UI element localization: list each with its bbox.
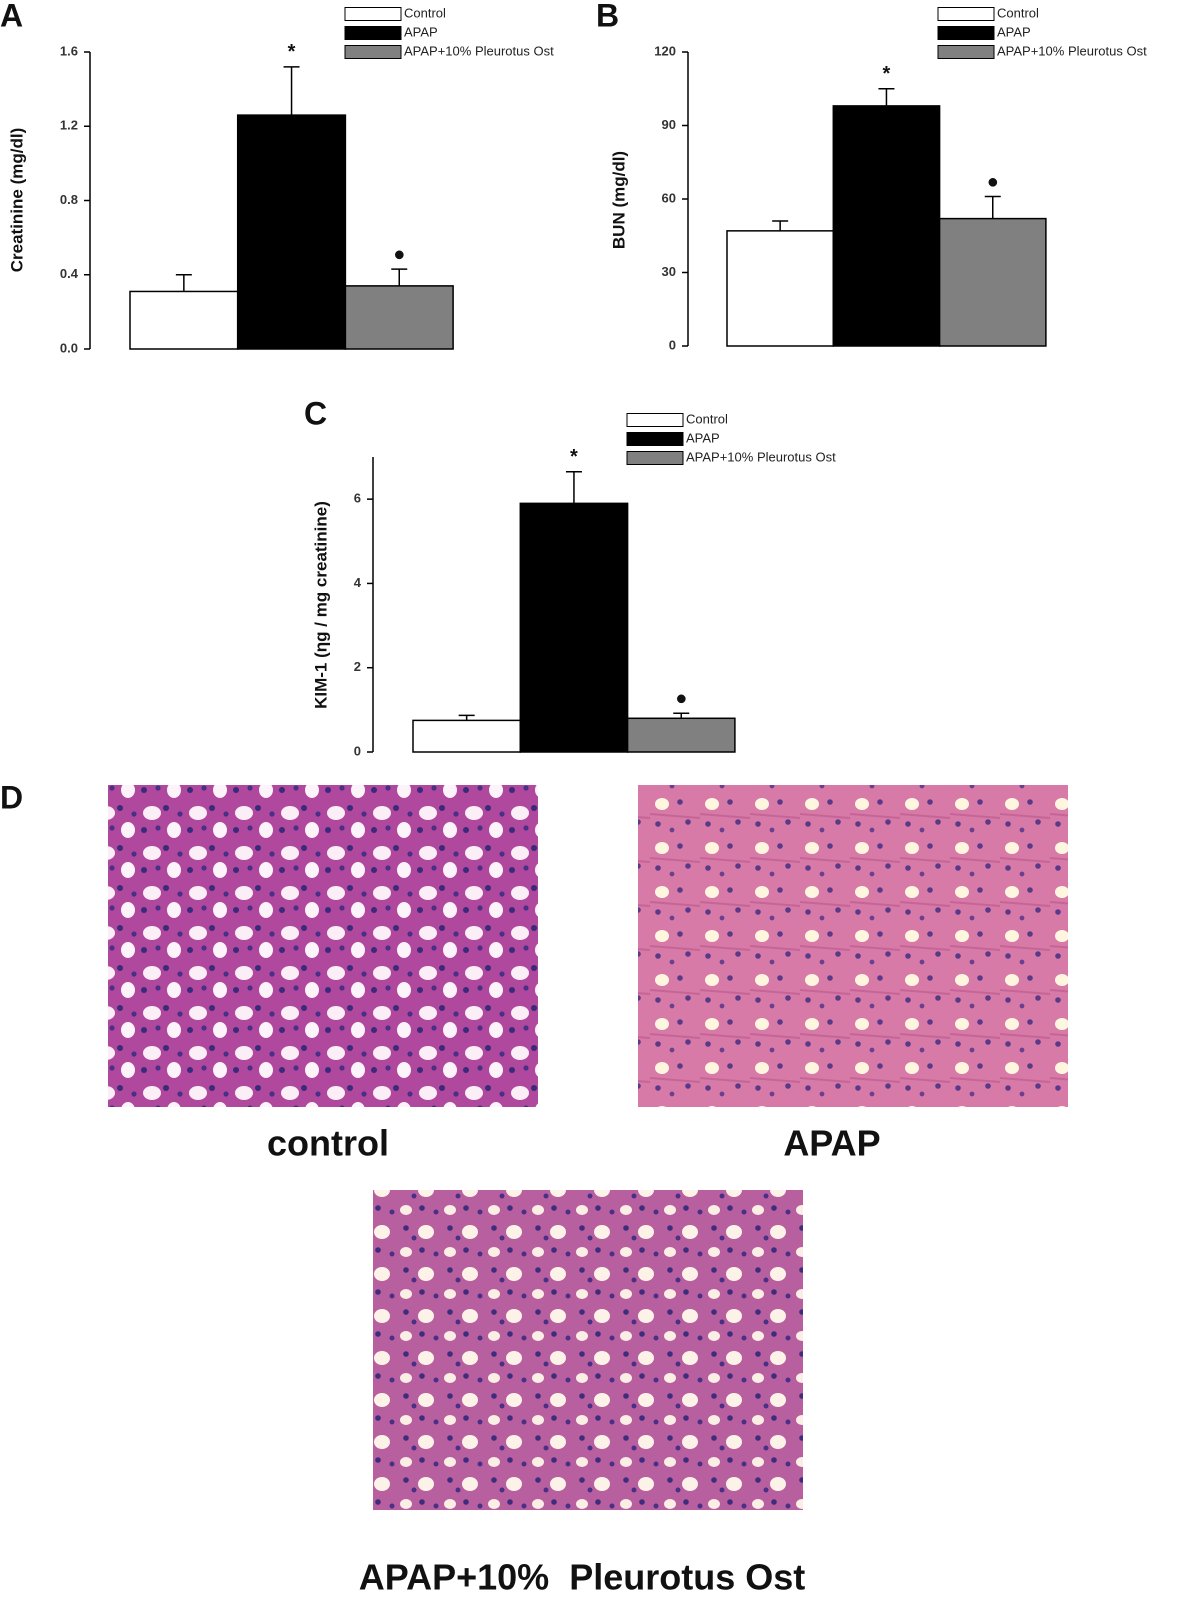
legend-label: Control — [686, 411, 728, 426]
legend-label: Control — [404, 5, 446, 20]
y-tick-label: 1.6 — [60, 43, 78, 58]
bar — [129, 290, 239, 350]
bar — [236, 114, 347, 350]
y-tick-label: 2 — [354, 659, 361, 674]
y-axis-title: KIM-1 (ηg / mg creatinine) — [311, 501, 330, 709]
error-bar — [673, 712, 690, 719]
bar — [938, 217, 1047, 347]
error-bar — [175, 274, 192, 292]
significance-marker: ● — [675, 688, 687, 710]
y-tick-label: 6 — [354, 491, 361, 506]
legend-label: APAP — [404, 24, 438, 39]
legend-swatch — [344, 26, 402, 40]
y-tick-label: 0.4 — [60, 266, 79, 281]
bar — [344, 285, 454, 350]
panel-label: B — [596, 0, 619, 33]
y-tick-label: 1.2 — [60, 118, 78, 133]
error-bar — [458, 714, 475, 721]
histology-image — [373, 1190, 803, 1510]
legend-swatch — [626, 432, 684, 446]
y-tick-label: 4 — [354, 575, 362, 590]
legend-swatch — [626, 451, 684, 465]
error-bar — [984, 195, 1001, 219]
error-bar — [391, 268, 408, 286]
panel-label: C — [304, 395, 327, 431]
significance-marker: * — [570, 446, 578, 468]
y-tick-label: 30 — [662, 264, 676, 279]
bar — [726, 230, 835, 347]
histology-image — [638, 785, 1068, 1107]
y-tick-label: 0 — [354, 743, 361, 758]
bar — [832, 105, 941, 347]
y-tick-label: 60 — [662, 190, 676, 205]
significance-marker: ● — [987, 171, 999, 193]
legend-swatch — [626, 413, 684, 427]
bar — [626, 717, 736, 753]
legend-label: APAP — [997, 24, 1031, 39]
legend-label: Control — [997, 5, 1039, 20]
histology-image — [108, 785, 538, 1107]
legend-label: APAP+10% Pleurotus Ost — [997, 43, 1147, 58]
y-tick-label: 0.8 — [60, 192, 78, 207]
legend-swatch — [344, 45, 402, 59]
image-caption: APAP — [783, 1123, 880, 1164]
y-tick-label: 0 — [669, 337, 676, 352]
y-tick-label: 120 — [654, 43, 676, 58]
legend-label: APAP+10% Pleurotus Ost — [686, 449, 836, 464]
y-axis-title: Creatinine (mg/dl) — [7, 128, 26, 273]
legend-swatch — [344, 7, 402, 21]
y-tick-label: 0.0 — [60, 340, 78, 355]
legend-label: APAP+10% Pleurotus Ost — [404, 43, 554, 58]
error-bar — [283, 66, 300, 116]
error-bar — [565, 471, 582, 504]
legend-swatch — [937, 7, 995, 21]
significance-marker: ● — [393, 243, 405, 265]
legend-swatch — [937, 26, 995, 40]
bar — [412, 719, 522, 753]
error-bar — [878, 88, 895, 106]
y-tick-label: 90 — [662, 117, 676, 132]
significance-marker: * — [883, 63, 891, 85]
y-axis-title: BUN (mg/dl) — [609, 151, 628, 249]
legend-swatch — [937, 45, 995, 59]
panel-label: D — [0, 779, 23, 815]
image-caption: control — [267, 1123, 389, 1164]
error-bar — [772, 220, 789, 231]
image-caption: APAP+10% Pleurotus Ost — [359, 1557, 805, 1598]
bar — [519, 502, 629, 753]
significance-marker: * — [288, 41, 296, 63]
panel-label: A — [0, 0, 23, 33]
legend-label: APAP — [686, 430, 720, 445]
